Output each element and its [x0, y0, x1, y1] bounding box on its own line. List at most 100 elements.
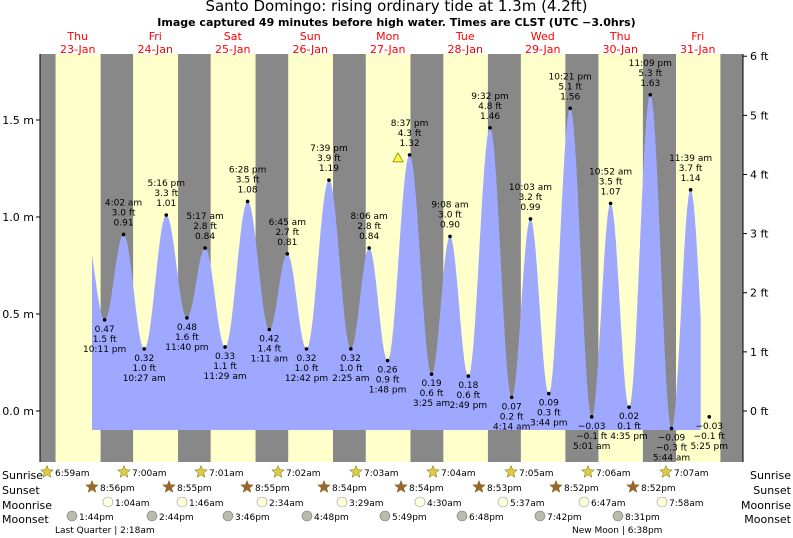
- extreme-meter-label: 0.02: [619, 412, 639, 422]
- left-tick-label: 0.5 m: [2, 308, 34, 321]
- extreme-time-label: 4:02 am: [105, 198, 142, 208]
- extreme-point: [608, 201, 613, 206]
- day-of-week-label: Sat: [224, 30, 243, 43]
- row-label-right: Moonset: [744, 513, 791, 526]
- moonrise-time: 7:58am: [669, 499, 704, 509]
- extreme-point: [185, 316, 189, 320]
- right-tick-label: 3 ft: [750, 228, 769, 241]
- extreme-meter-label: 1.32: [400, 139, 420, 149]
- sunset-icon: [240, 479, 254, 493]
- right-tick-label: 2 ft: [750, 287, 769, 300]
- extreme-point: [203, 246, 207, 250]
- extreme-time-label: 4:35 pm: [610, 432, 648, 442]
- sunrise-icon: [117, 464, 131, 478]
- extreme-feet-label: 0.6 ft: [420, 389, 444, 399]
- row-label-right: Sunset: [753, 484, 791, 497]
- sunrise-icon: [271, 464, 285, 478]
- row-label-right: Moonrise: [741, 499, 791, 512]
- sunset-icon: [394, 479, 408, 493]
- extreme-feet-label: 0.9 ft: [376, 376, 400, 386]
- extreme-point: [627, 405, 631, 409]
- extreme-time-label: 7:39 pm: [310, 144, 348, 154]
- sunrise-time: 7:04am: [441, 469, 476, 479]
- sunrise-time: 7:05am: [519, 469, 554, 479]
- sunrise-icon: [40, 464, 54, 478]
- extreme-meter-label: 1.14: [681, 174, 701, 184]
- row-label-left: Moonset: [2, 513, 49, 526]
- extreme-time-label: 10:03 am: [509, 183, 552, 193]
- extreme-feet-label: 0.6 ft: [456, 391, 480, 401]
- extreme-point: [285, 252, 290, 256]
- extreme-point: [688, 188, 693, 192]
- sunrise-time: 7:06am: [596, 469, 631, 479]
- extreme-feet-label: 1.0 ft: [295, 364, 319, 374]
- extreme-time-label: 10:27 am: [123, 374, 166, 384]
- extreme-time-label: 10:52 am: [589, 167, 632, 177]
- extreme-time-label: 2:49 pm: [450, 401, 488, 411]
- extreme-feet-label: 4.3 ft: [398, 129, 422, 139]
- moonset-time: 4:48pm: [314, 513, 349, 523]
- right-tick-label: 1 ft: [750, 346, 769, 359]
- extreme-time-label: 5:16 pm: [147, 179, 185, 189]
- extreme-point: [304, 347, 309, 351]
- extreme-time-label: 10:11 pm: [83, 345, 126, 355]
- moonset-time: 6:48pm: [469, 513, 504, 523]
- moonrise-icon: [414, 496, 426, 508]
- moonset-icon: [66, 510, 78, 522]
- extreme-meter-label: 0.19: [422, 379, 442, 389]
- sunset-time: 8:55pm: [177, 484, 212, 494]
- extreme-time-label: 1:48 pm: [369, 386, 407, 396]
- sunset-time: 8:54pm: [409, 484, 444, 494]
- extreme-meter-label: −0.03: [695, 422, 723, 432]
- extreme-feet-label: 1.5 ft: [93, 335, 117, 345]
- extreme-point: [385, 358, 390, 363]
- extreme-meter-label: −0.09: [658, 433, 686, 443]
- left-tick-label: 1.0 m: [2, 211, 34, 224]
- extreme-feet-label: 2.7 ft: [275, 228, 299, 238]
- date-label: 28-Jan: [447, 43, 483, 56]
- extreme-feet-label: 3.7 ft: [679, 164, 703, 174]
- extreme-meter-label: 1.46: [480, 112, 500, 122]
- extreme-time-label: 11:39 am: [669, 154, 712, 164]
- sunrise-icon: [659, 464, 673, 478]
- extreme-time-label: 6:45 am: [269, 218, 306, 228]
- extreme-feet-label: 2.8 ft: [357, 222, 381, 232]
- extreme-feet-label: −0.3 ft: [656, 443, 688, 453]
- sunrise-time: 7:03am: [364, 469, 399, 479]
- sunset-time: 8:52pm: [564, 484, 599, 494]
- moonrise-icon: [497, 496, 509, 508]
- date-label: 24-Jan: [137, 43, 173, 56]
- extreme-feet-label: 5.1 ft: [558, 82, 582, 92]
- moonset-time: 1:44pm: [79, 513, 114, 523]
- sunset-icon: [317, 479, 331, 493]
- extreme-time-label: 10:21 pm: [549, 72, 592, 82]
- extreme-feet-label: 3.0 ft: [112, 208, 136, 218]
- day-of-week-label: Fri: [691, 30, 704, 43]
- date-label: 30-Jan: [602, 43, 638, 56]
- row-label-left: Sunset: [2, 484, 40, 497]
- extreme-meter-label: 0.91: [114, 218, 134, 228]
- extreme-time-label: 2:25 am: [332, 374, 369, 384]
- extreme-point: [669, 426, 674, 431]
- extreme-point: [327, 178, 331, 182]
- extreme-time-label: 8:37 pm: [391, 119, 429, 129]
- extreme-meter-label: 1.08: [238, 185, 258, 195]
- extreme-point: [407, 153, 412, 157]
- day-of-week-label: Tue: [455, 30, 475, 43]
- extreme-time-label: 8:06 am: [350, 212, 387, 222]
- extreme-point: [267, 327, 272, 332]
- extreme-meter-label: 0.32: [341, 354, 361, 364]
- extreme-feet-label: 1.1 ft: [213, 362, 237, 372]
- extreme-point: [367, 246, 371, 250]
- extreme-time-label: 11:29 am: [204, 372, 247, 382]
- extreme-meter-label: 0.90: [440, 220, 460, 230]
- extreme-point: [429, 372, 434, 376]
- extreme-time-label: 5:25 pm: [690, 442, 728, 452]
- date-label: 25-Jan: [215, 43, 251, 56]
- extreme-meter-label: −0.03: [578, 422, 606, 432]
- extreme-time-label: 3:25 am: [413, 399, 450, 409]
- date-label: 23-Jan: [60, 43, 96, 56]
- moonrise-time: 1:04am: [115, 499, 150, 509]
- moonset-icon: [222, 510, 234, 522]
